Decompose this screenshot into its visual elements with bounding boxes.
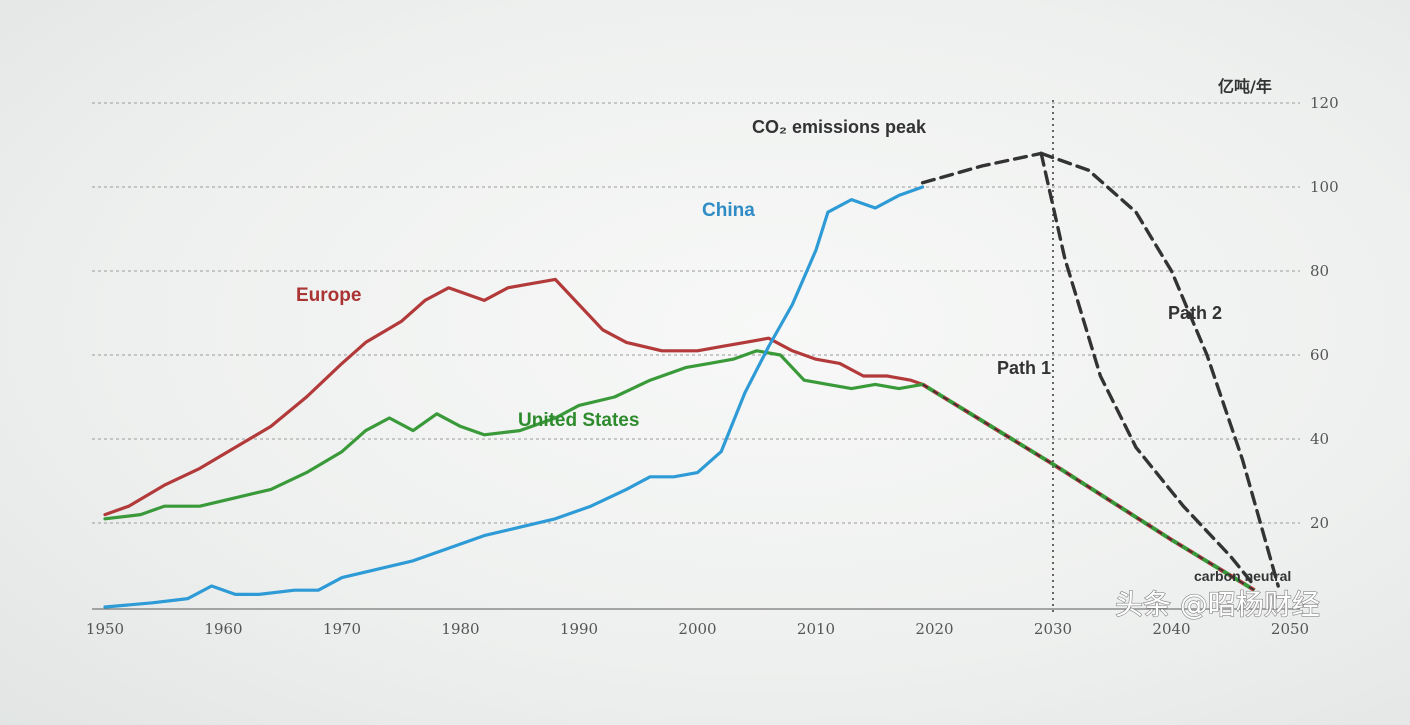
gridlines <box>92 102 1300 610</box>
projection-line-path-2 <box>1039 151 1280 588</box>
y-axis-unit-label: 亿吨/年 <box>1218 77 1272 96</box>
x-tick-label: 1950 <box>86 620 124 638</box>
x-tick-label: 2000 <box>678 620 716 638</box>
series-label-united-states: United States <box>518 410 639 431</box>
series-line-china <box>103 185 925 609</box>
projection-line-china-to-peak <box>920 151 1043 185</box>
annotation-carbon-neutral: carbon neutral <box>1194 568 1291 584</box>
series-line-europe <box>103 277 925 517</box>
x-tick-label: 1960 <box>204 620 242 638</box>
y-tick-label: 60 <box>1310 346 1329 364</box>
y-tick-label: 100 <box>1310 178 1339 196</box>
annotation-path-2: Path 2 <box>1168 303 1222 323</box>
annotation-emissions-peak: CO₂ emissions peak <box>752 117 927 137</box>
y-tick-label: 20 <box>1310 514 1329 532</box>
x-tick-label: 1990 <box>560 620 598 638</box>
watermark: 头条 @昭杨财经 <box>1115 588 1320 621</box>
x-tick-label: 2010 <box>797 620 835 638</box>
series-line-united-states <box>103 349 925 521</box>
x-tick-label: 2030 <box>1034 620 1072 638</box>
annotation-path-1: Path 1 <box>997 358 1051 378</box>
y-tick-label: 80 <box>1310 262 1329 280</box>
x-tick-label: 1970 <box>323 620 361 638</box>
projection-lines <box>920 151 1280 592</box>
y-tick-label: 120 <box>1310 94 1339 112</box>
projection-line-path-1 <box>1039 151 1257 588</box>
x-tick-label: 1980 <box>441 620 479 638</box>
projection-line-europe-us-path <box>922 383 1255 591</box>
series-label-china: China <box>702 200 755 221</box>
x-axis-ticks: 1950 1960 1970 1980 1990 2000 2010 2020 2030 2040… <box>86 620 1309 638</box>
x-tick-label: 2040 <box>1152 620 1190 638</box>
x-tick-label: 2020 <box>915 620 953 638</box>
series-lines <box>103 185 925 609</box>
projection-line-europe-us-path-green <box>921 382 1256 592</box>
series-label-europe: Europe <box>296 285 361 306</box>
x-tick-label: 2050 <box>1271 620 1309 638</box>
y-tick-label: 40 <box>1310 430 1329 448</box>
y-axis-ticks: 20 40 60 80 100 120 <box>1310 94 1339 532</box>
